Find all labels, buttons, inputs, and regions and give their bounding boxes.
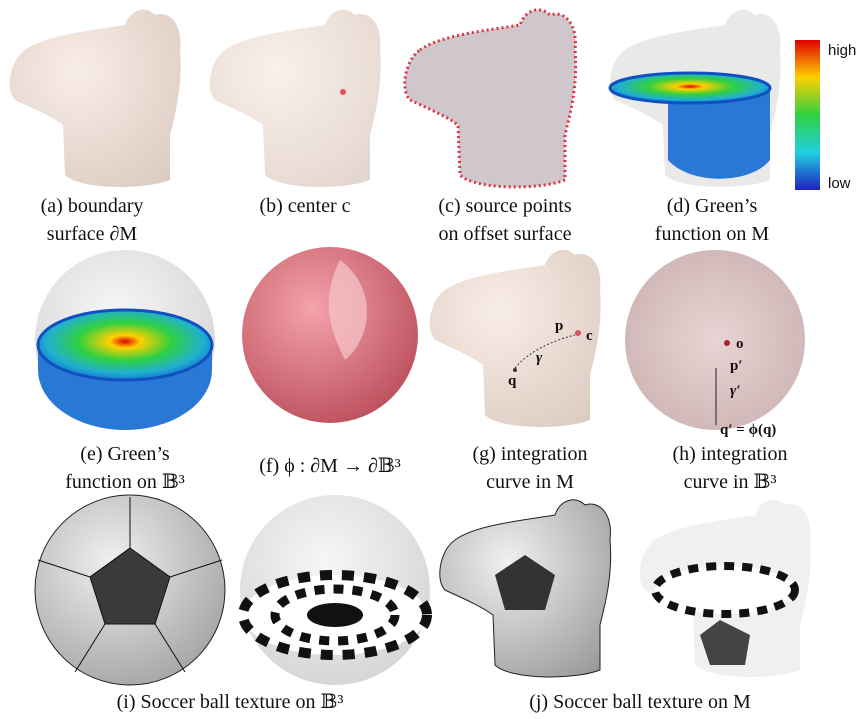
panel-e <box>35 250 215 430</box>
panel-h: o p′ γ′ q′ = ϕ(q) <box>625 250 805 438</box>
colorbar-label: high <box>828 42 856 59</box>
caption: (a) boundary <box>41 195 144 217</box>
label: o <box>736 336 744 352</box>
panel-b <box>209 9 381 187</box>
caption: (i) Soccer ball texture on 𝔹³ <box>117 691 344 713</box>
caption: (c) source points <box>438 195 572 217</box>
caption: (d) Green’s <box>667 195 758 217</box>
caption: (e) Green’s <box>80 443 170 465</box>
caption: (j) Soccer ball texture on M <box>529 691 751 713</box>
colorbar-label: low <box>828 175 851 192</box>
caption: (h) integration <box>673 443 788 465</box>
label: q <box>508 373 517 389</box>
caption: curve in 𝔹³ <box>684 471 777 493</box>
caption: curve in M <box>486 471 574 493</box>
panel-a <box>9 9 181 187</box>
label: p <box>555 318 563 334</box>
caption: (b) center c <box>259 195 350 217</box>
panel-f <box>242 247 418 423</box>
caption: surface ∂M <box>47 223 138 245</box>
label: γ′ <box>730 383 740 399</box>
panel-g: c p γ q <box>429 249 601 427</box>
label: γ <box>536 350 543 366</box>
caption: on offset surface <box>439 223 572 245</box>
panel-d: high low <box>608 9 856 192</box>
panel-j <box>439 499 811 678</box>
caption: function on 𝔹³ <box>65 471 185 493</box>
label: c <box>586 328 593 344</box>
panel-i <box>34 494 432 686</box>
panel-c <box>403 8 578 189</box>
caption: (f) ϕ : ∂M → ∂𝔹³ <box>259 455 401 477</box>
label: p′ <box>730 358 743 374</box>
caption: (g) integration <box>473 443 588 465</box>
label: q′ = ϕ(q) <box>720 422 776 438</box>
caption: function on M <box>655 223 770 245</box>
